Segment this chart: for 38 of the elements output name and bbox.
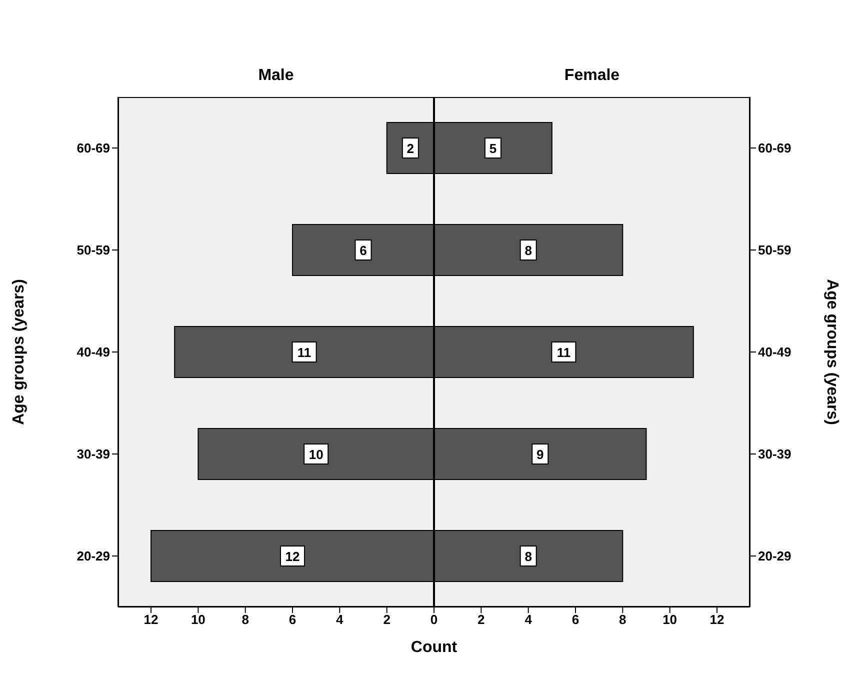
x-axis-title: Count xyxy=(410,639,458,657)
x-tick-label: 2 xyxy=(383,612,390,628)
data-label: 6 xyxy=(360,243,367,258)
chart-title: Male xyxy=(257,67,295,85)
y-tick-label: 40-49 xyxy=(76,344,110,360)
data-label: 11 xyxy=(297,345,312,360)
x-tick-label: 8 xyxy=(619,612,626,628)
x-tick-label: 2 xyxy=(478,612,485,628)
x-tick-label: 4 xyxy=(336,612,344,628)
y-axis-title: Age groups (years) xyxy=(10,279,28,425)
x-tick-label: 10 xyxy=(662,612,678,628)
data-label: 8 xyxy=(524,549,532,564)
chart-title: Female xyxy=(563,67,621,85)
data-label: 12 xyxy=(285,549,300,564)
y-tick-label: 50-59 xyxy=(758,242,792,258)
x-tick-label: 12 xyxy=(710,612,724,628)
x-tick-label: 6 xyxy=(288,612,296,628)
data-label: 9 xyxy=(536,447,544,462)
y-tick-label: 20-29 xyxy=(76,548,110,564)
y-tick-label: 60-69 xyxy=(76,140,110,156)
y-tick-label: 30-39 xyxy=(758,446,792,462)
x-tick-label: 8 xyxy=(242,612,249,628)
x-tick-label: 10 xyxy=(190,612,206,628)
y-tick-label: 50-59 xyxy=(76,242,110,258)
data-label: 8 xyxy=(524,243,532,258)
data-label: 11 xyxy=(556,345,571,360)
data-label: 2 xyxy=(406,141,414,156)
data-label: 5 xyxy=(489,141,497,156)
y-tick-label: 30-39 xyxy=(76,446,110,462)
x-tick-label: 4 xyxy=(524,612,533,628)
y2-axis-title: Age groups (years) xyxy=(823,279,840,425)
x-tick-label: 0 xyxy=(430,612,438,628)
data-label: 10 xyxy=(308,447,324,462)
y-tick-label: 60-69 xyxy=(758,140,792,156)
x-tick-label: 12 xyxy=(144,612,158,628)
x-tick-label: 6 xyxy=(572,612,580,628)
y-tick-label: 40-49 xyxy=(758,344,792,360)
y-tick-label: 20-29 xyxy=(758,548,792,564)
